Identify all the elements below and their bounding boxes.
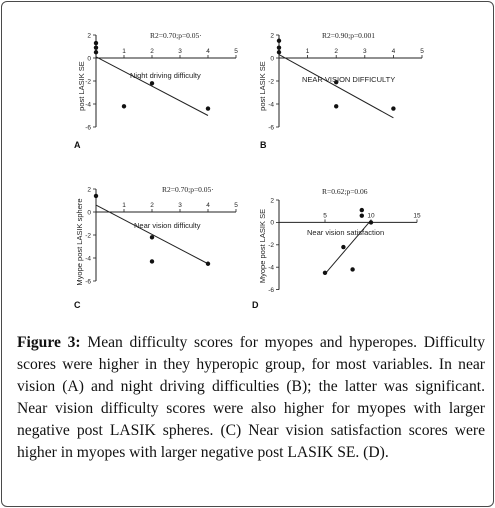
data-point [149,81,155,86]
data-point [149,235,155,240]
data-point [93,193,99,199]
y-tick-label: 2 [270,197,274,204]
panel-label: A [74,140,81,150]
stats-annotation: R=0.62;p=0.06 [322,187,368,196]
x-tick-label: 5 [234,48,238,55]
y-tick-label: 0 [87,209,91,216]
chart-panel-b: 2 0 -2 -4 -6 1 2 3 4 5 NEAR VISION DIFFICULTY post … [258,31,424,150]
data-point [276,38,282,43]
chart-panel-d: 2 0 -2 -4 -6 5 10 15 Near vision satisfaction Myo… [252,187,421,310]
data-point [334,104,339,109]
x-axis-label: Near vision satisfaction [307,228,384,237]
x-tick-label: 5 [323,212,327,219]
x-tick-label: 3 [178,202,182,209]
data-point [276,45,282,50]
y-tick-label: 2 [87,32,91,39]
data-point [149,259,155,264]
y-tick-label: 2 [87,186,91,193]
x-tick-label: 10 [367,212,375,219]
x-tick-label: 5 [234,202,238,209]
y-tick-label: -6 [268,124,274,131]
x-tick-label: 3 [178,48,182,55]
y-tick-label: 0 [270,55,274,62]
data-point [391,106,396,111]
x-tick-label: 4 [206,48,210,55]
x-tick-label: 4 [206,202,210,209]
y-tick-label: -2 [85,232,91,239]
y-axis-label: Myope post LASIK sphere [75,198,84,285]
y-tick-label: -2 [85,78,91,85]
x-tick-label: 1 [122,202,126,209]
x-tick-label: 1 [122,48,126,55]
y-tick-label: -4 [268,101,274,108]
data-point [121,104,127,109]
figure-caption: Figure 3: Mean difficulty scores for myo… [17,332,485,464]
regression-line [278,54,394,119]
y-tick-label: -2 [268,242,274,249]
regression-line [95,204,209,265]
data-point [350,267,355,272]
panel-label: D [252,300,259,310]
regression-line [324,219,372,275]
data-point [276,50,282,55]
chart-panel-a: 2 0 -2 -4 -6 1 2 3 4 5 Night driving difficulty pos… [74,31,238,150]
y-tick-label: 2 [270,32,274,39]
y-tick-label: -4 [85,255,91,262]
data-point [93,40,99,46]
x-tick-label: 2 [150,202,154,209]
y-tick-label: -4 [268,265,274,272]
data-point [93,45,99,50]
x-tick-label: 3 [363,48,367,55]
x-tick-label: 2 [334,48,338,55]
data-point [322,270,328,275]
data-point [93,50,99,55]
x-axis-label: NEAR VISION DIFFICULTY [302,75,395,84]
caption-label: Figure 3: [17,334,81,351]
data-point [205,106,211,111]
data-point [334,79,339,85]
stats-annotation: R2=0.70;p=0.05· [150,31,202,40]
panel-label: C [74,300,81,310]
y-tick-label: -6 [85,278,91,285]
y-axis-label: post LASIK SE [258,61,267,111]
y-tick-label: -6 [268,287,274,294]
y-tick-label: 0 [87,55,91,62]
data-point [341,244,346,250]
y-tick-label: 0 [270,220,274,227]
data-point [205,261,211,266]
x-tick-label: 2 [150,48,154,55]
x-axis-label: Night driving difficulty [130,71,201,80]
caption-text: Mean difficulty scores for myopes and hy… [17,334,486,461]
data-point [359,207,364,213]
y-axis-label: Myope post LASIK SE [258,209,267,283]
y-tick-label: -2 [268,78,274,85]
x-tick-label: 5 [420,48,424,55]
x-axis-label: Near vision difficulty [134,221,201,230]
y-tick-label: -6 [85,124,91,131]
stats-annotation: R2=0.90;p=0.001 [322,31,375,40]
y-tick-label: -4 [85,101,91,108]
stats-annotation: R2=0.70;p=0.05· [162,185,214,194]
data-point [368,220,374,225]
panel-label: B [260,140,267,150]
y-axis-label: post LASIK SE [77,61,86,111]
data-point [359,213,364,218]
x-tick-label: 1 [306,48,310,55]
x-tick-label: 4 [392,48,396,55]
chart-panel-c: 2 0 -2 -4 -6 1 2 3 4 5 Near vision difficulty Myope… [74,185,238,310]
figure-panels: 2 0 -2 -4 -6 1 2 3 4 5 Night driving difficulty pos… [74,31,424,310]
regression-line [95,56,209,116]
x-tick-label: 15 [413,212,421,219]
